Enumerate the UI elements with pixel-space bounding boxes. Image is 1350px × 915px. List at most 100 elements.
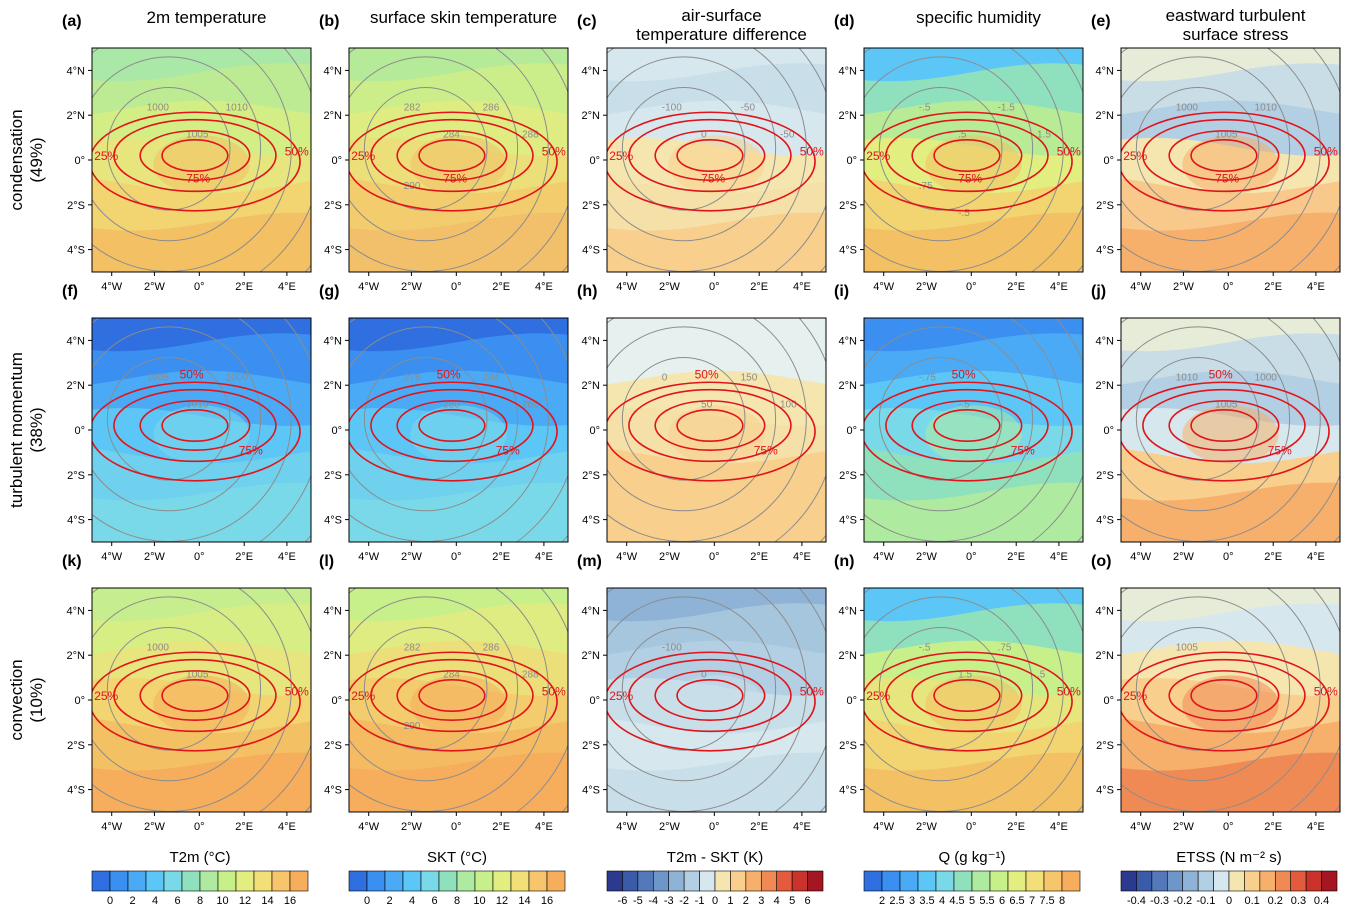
colorbar-tick-label: 0.2	[1268, 895, 1283, 907]
panel-f: 1005 1010 1000 50% 75% 4°N 2°N 0° 2°S 4°S 4°W 2°W 0°…	[62, 283, 312, 563]
row-label-line: (10%)	[27, 677, 46, 722]
lon-tick-label: 0°	[194, 281, 205, 293]
colorbar-tick-label: 7	[1029, 895, 1035, 907]
field-contour-label: 1000	[1176, 103, 1199, 114]
probability-contour	[92, 651, 301, 752]
lon-tick-label: 4°W	[358, 281, 380, 293]
probability-contour	[113, 658, 277, 733]
probability-contour	[161, 409, 229, 442]
colorbar-tick-label: 7.5	[1039, 895, 1054, 907]
field-contour-label: 1000	[1255, 373, 1278, 384]
field-contour-label: 288	[522, 670, 539, 681]
colorbar-swatch	[289, 870, 309, 892]
field-contour-label: 1000	[147, 103, 170, 114]
field-contour-label: 284	[443, 670, 460, 681]
lon-tick-label: 2°E	[492, 551, 510, 563]
fill-band	[607, 212, 826, 272]
lon-tick-label: 4°E	[535, 821, 553, 833]
colorbar-swatch	[1182, 870, 1199, 892]
lat-tick-label: 2°S	[839, 740, 857, 752]
field-contour	[92, 56, 262, 242]
lon-tick-label: 2°W	[1173, 551, 1195, 563]
map-area: 1000 1005 25% 50%	[92, 588, 311, 812]
field-contour-label: 1005	[1215, 400, 1238, 411]
probability-label: 50%	[1057, 145, 1081, 159]
colorbar-tick-label: 2	[879, 895, 885, 907]
lat-tick-label: 2°S	[582, 740, 600, 752]
lon-tick-label: 2°W	[144, 821, 166, 833]
lat-tick-label: 0°	[1103, 695, 1114, 707]
lat-tick-label: 4°S	[839, 785, 857, 797]
colorbar-tick-label: 8	[454, 895, 460, 907]
colorbar-swatch	[510, 870, 530, 892]
colorbar-swatch	[1228, 870, 1245, 892]
lat-tick-label: 0°	[1103, 155, 1114, 167]
lon-tick-label: 4°W	[101, 821, 123, 833]
probability-contour	[864, 111, 1073, 212]
colorbar-swatch	[776, 870, 793, 892]
lat-tick-label: 4°N	[839, 65, 858, 77]
field-contour	[607, 596, 777, 782]
colorbar-swatch	[1120, 870, 1137, 892]
field-contour	[1121, 48, 1321, 272]
colorbar-swatch	[971, 870, 991, 892]
colorbar-swatch	[899, 870, 919, 892]
lon-tick-label: 4°W	[616, 551, 638, 563]
colorbar-swatch	[546, 870, 566, 892]
row-labels: condensation (49%) turbulent momentum (38%)…	[7, 109, 46, 740]
colorbar-swatch	[683, 870, 700, 892]
lon-tick-label: 4°W	[1130, 551, 1152, 563]
lat-tick-label: 0°	[331, 155, 342, 167]
lat-tick-label: 2°S	[582, 200, 600, 212]
colorbar-swatch	[1025, 870, 1045, 892]
probability-contour	[1168, 400, 1280, 451]
field-contour-label: -.5	[919, 103, 931, 114]
lat-tick-label: 2°N	[1096, 110, 1115, 122]
colorbar-tick-label: 2	[743, 895, 749, 907]
probability-label: 50%	[952, 367, 976, 381]
colorbar-title: T2m (°C)	[170, 849, 231, 866]
probability-contour	[113, 118, 277, 193]
colorbar-tick-label: 12	[496, 895, 508, 907]
map-area: 0 50 150 100 50% 75%	[607, 318, 826, 542]
lat-tick-label: 2°S	[67, 740, 85, 752]
colorbar-tick-label: 10	[216, 895, 228, 907]
probability-label: 75%	[701, 171, 725, 185]
lat-tick-label: 4°N	[582, 605, 601, 617]
panel-label: (f)	[62, 283, 78, 300]
colorbar-swatch	[199, 870, 219, 892]
lat-tick-label: 4°N	[324, 65, 343, 77]
map-area: -.5 1.5 .75 .5 25% 50%	[864, 588, 1083, 812]
field-contour	[864, 48, 1064, 272]
fill-band	[864, 752, 1083, 812]
lat-tick-label: 4°N	[67, 335, 86, 347]
lat-tick-label: 2°N	[324, 380, 343, 392]
row-label-line: (38%)	[27, 407, 46, 452]
lon-tick-label: 4°E	[793, 821, 811, 833]
lat-tick-label: 4°N	[839, 335, 858, 347]
lat-tick-label: 4°S	[324, 785, 342, 797]
colorbar-tick-label: 2.5	[889, 895, 904, 907]
colorbar: SKT (°C) 0 2 4 6 8 10 12 14 16	[348, 849, 566, 907]
field-contour	[607, 48, 807, 272]
lon-tick-label: 0°	[194, 821, 205, 833]
lon-tick-label: 0°	[194, 551, 205, 563]
map-area: 1005 25% 50%	[1121, 588, 1340, 812]
colorbar-swatch	[235, 870, 255, 892]
field-contour-label: 280	[443, 400, 460, 411]
probability-label: 25%	[609, 689, 633, 703]
map-area: -100 0 25% 50%	[607, 588, 826, 812]
colorbar-swatch	[1166, 870, 1184, 892]
probability-contour	[864, 381, 1073, 482]
colorbar-swatch	[760, 870, 778, 892]
lon-tick-label: 2°E	[750, 551, 768, 563]
map-area: -.75 -.5 50% 75%	[864, 318, 1083, 542]
probability-label: 25%	[94, 689, 118, 703]
field-contour-label: -.5	[919, 643, 931, 654]
probability-contour	[628, 388, 792, 463]
lon-tick-label: 2°E	[492, 281, 510, 293]
colorbar-swatch	[492, 870, 512, 892]
fill-band	[1121, 752, 1340, 812]
